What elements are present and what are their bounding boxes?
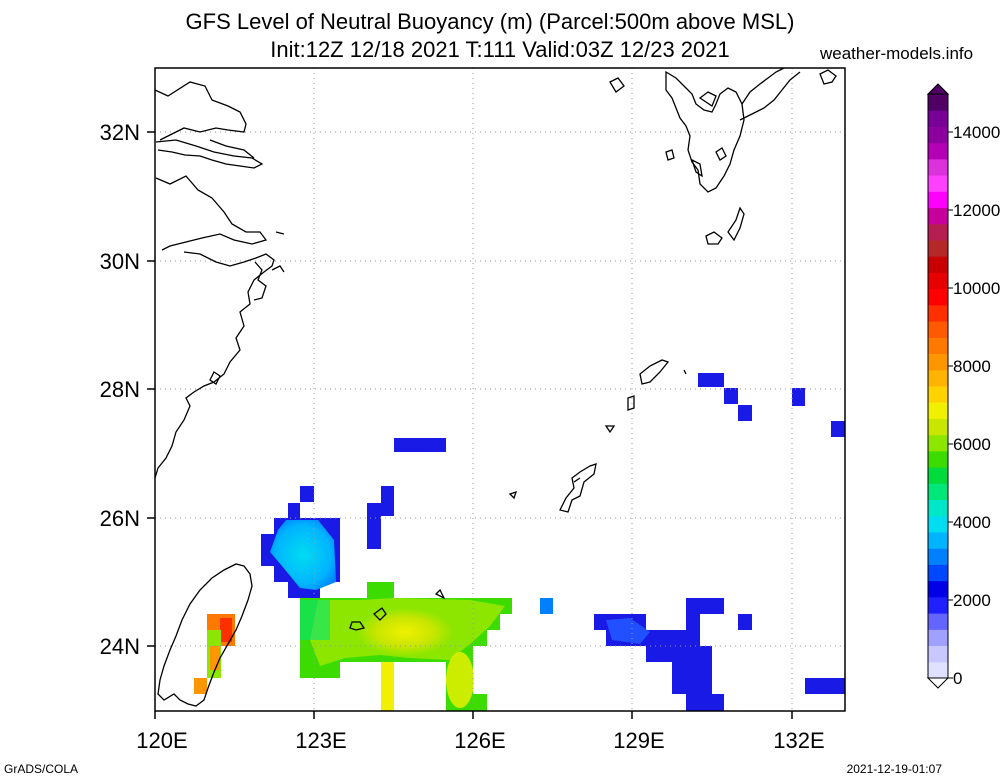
colorbar-segment [928,223,948,241]
colorbar-segment [928,272,948,290]
colorbar-segment [928,580,948,598]
colorbar-label: 14000 [953,123,1000,142]
colorbar-label: 4000 [953,513,991,532]
footer-credit: GrADS/COLA [4,762,79,776]
colorbar-segment [928,175,948,192]
map-title: GFS Level of Neutral Buoyancy (m) (Parce… [185,9,795,34]
colorbar-segment [928,353,948,371]
y-tick-label: 26N [100,506,140,531]
colorbar-segment [928,337,948,355]
colorbar-segment [928,288,948,306]
colorbar-segment [928,467,948,484]
footer-timestamp: 2021-12-19-01:07 [846,762,942,776]
colorbar-segment [928,483,948,501]
colorbar-segment [928,661,948,679]
colorbar-segment [928,532,948,549]
colorbar-label: 8000 [953,357,991,376]
colorbar-segment [928,402,948,419]
colorbar-segment [928,126,948,144]
buoyancy-field [194,373,845,711]
colorbar-segment [928,158,948,176]
x-tick-label: 132E [773,728,824,753]
field-cell [792,388,805,406]
field-cell [367,503,381,549]
colorbar-label: 2000 [953,591,991,610]
colorbar-segment [928,191,948,209]
colorbar-segment [928,515,948,533]
colorbar-max-arrow [926,83,950,95]
field-cell [724,388,738,404]
field-cell [394,438,446,452]
colorbar-segment [928,94,948,111]
colorbar: 14000 12000 10000 8000 6000 4000 2000 0 [926,83,1000,689]
colorbar-segment [928,386,948,403]
colorbar-segment [928,613,948,630]
colorbar-segment [928,499,948,517]
colorbar-label: 6000 [953,435,991,454]
colorbar-segment [928,142,948,160]
colorbar-segment [928,450,948,468]
x-tick-label: 120E [136,728,187,753]
coastlines [155,68,837,707]
field-cell [300,486,314,502]
colorbar-segments [928,94,948,679]
colorbar-label: 0 [953,669,962,688]
x-tick-label: 129E [613,728,664,753]
colorbar-segment [928,548,948,565]
site-watermark: weather-models.info [820,44,974,63]
y-tick-label: 30N [100,249,140,274]
colorbar-segment [928,629,948,647]
colorbar-ticks [948,131,953,679]
colorbar-segment [928,434,948,452]
colorbar-segment [928,418,948,436]
colorbar-segment [928,596,948,614]
field-cell [381,486,394,516]
colorbar-segment [928,321,948,338]
y-tick-label: 24N [100,634,140,659]
field-cell [738,405,752,421]
colorbar-label: 12000 [953,201,1000,220]
colorbar-segment [928,645,948,663]
colorbar-segment [928,369,948,387]
axis-ticks [147,131,793,719]
colorbar-segment [928,564,948,582]
colorbar-label: 10000 [953,279,1000,298]
grid-lines [155,68,845,711]
x-tick-label: 123E [295,728,346,753]
colorbar-segment [928,110,948,127]
map-subtitle: Init:12Z 12/18 2021 T:111 Valid:03Z 12/2… [270,37,730,62]
x-tick-label: 126E [454,728,505,753]
colorbar-min-arrow [926,677,950,689]
colorbar-segment [928,304,948,322]
y-tick-label: 28N [100,377,140,402]
colorbar-frame [927,93,949,679]
y-tick-label: 32N [100,120,140,145]
colorbar-segment [928,256,948,273]
field-cell [831,421,845,437]
colorbar-segment [928,240,948,257]
colorbar-segment [928,207,948,225]
field-cell [698,373,724,387]
